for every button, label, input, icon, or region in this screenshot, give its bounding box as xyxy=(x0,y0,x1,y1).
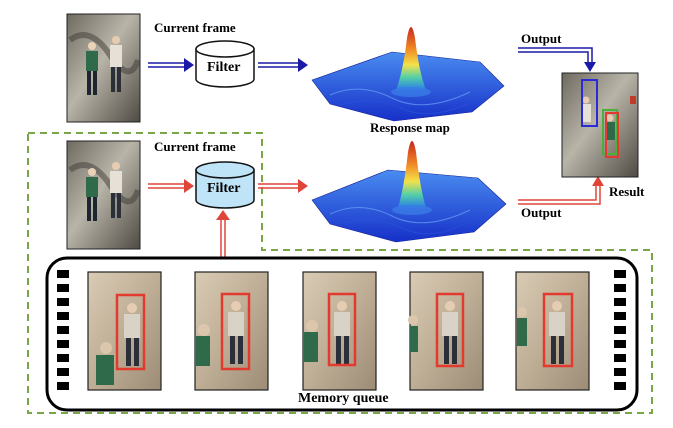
filter-bottom-label: Filter xyxy=(207,181,241,196)
memory-frame-2 xyxy=(194,271,269,391)
result-label: Result xyxy=(609,184,645,199)
current-frame-bottom-label: Current frame xyxy=(154,139,236,154)
response-map-top-surface xyxy=(311,27,505,122)
memory-frame-1 xyxy=(87,271,162,391)
arrow-filter-to-response-bottom xyxy=(258,179,308,193)
arrow-frame-to-filter-top xyxy=(148,58,194,72)
memory-queue-label: Memory queue xyxy=(298,391,389,406)
filter-bottom-cylinder xyxy=(195,161,255,209)
output-bottom-label: Output xyxy=(521,205,562,220)
response-map-bottom-surface xyxy=(311,141,507,243)
filter-top-label: Filter xyxy=(207,60,241,75)
result-image xyxy=(561,72,639,178)
current-frame-bottom-image xyxy=(66,140,141,250)
memory-frame-3 xyxy=(302,271,377,391)
arrow-output-top xyxy=(518,47,596,72)
response-map-label: Response map xyxy=(370,120,450,135)
filter-top-cylinder xyxy=(195,40,255,88)
memory-frame-4 xyxy=(408,271,484,391)
output-top-label: Output xyxy=(521,31,562,46)
arrow-output-bottom xyxy=(518,176,604,205)
current-frame-top-image xyxy=(66,13,141,123)
memory-frame-5 xyxy=(515,271,590,391)
arrow-frame-to-filter-bottom xyxy=(148,179,194,193)
memory-region-dashed-border xyxy=(27,132,653,414)
current-frame-top-label: Current frame xyxy=(154,20,236,35)
arrow-memory-to-filter xyxy=(216,210,230,258)
arrow-filter-to-response-top xyxy=(258,58,308,72)
